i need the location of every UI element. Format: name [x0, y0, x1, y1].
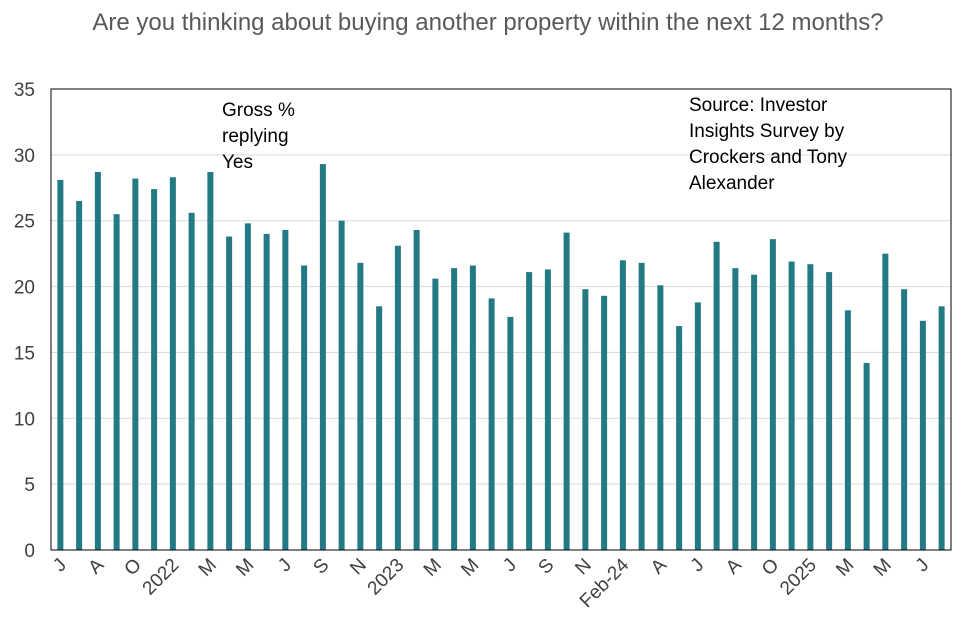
x-tick-label: 2023 — [364, 555, 409, 600]
annotation-source: Source: Investor Insights Survey by Croc… — [689, 95, 848, 194]
bar — [226, 236, 233, 550]
bar — [488, 298, 495, 550]
x-tick-label: O — [758, 555, 783, 580]
bar — [151, 189, 158, 551]
bar — [882, 253, 889, 550]
bar — [263, 233, 270, 550]
annotation-gross-yes: Gross % replying Yes — [222, 100, 295, 173]
bar — [413, 229, 420, 551]
bar — [319, 164, 326, 550]
bar — [826, 272, 833, 550]
x-tick-label: S — [535, 555, 559, 579]
bar — [301, 265, 308, 550]
bar — [769, 239, 776, 550]
bar — [807, 264, 814, 550]
bar — [57, 179, 64, 550]
bar — [244, 223, 251, 550]
bar — [844, 310, 851, 550]
bar — [282, 229, 289, 551]
bar — [863, 362, 870, 550]
x-tick-label: J — [912, 555, 934, 577]
y-axis: 0 5 10 15 20 25 30 35 — [14, 80, 35, 562]
y-tick-label: 25 — [14, 212, 35, 233]
bar — [901, 289, 908, 550]
bar — [657, 285, 664, 550]
x-tick-label: M — [870, 555, 896, 581]
x-tick-label: M — [832, 555, 858, 581]
y-tick-label: 30 — [14, 146, 35, 167]
x-tick-label: M — [232, 555, 258, 581]
bar — [938, 306, 945, 550]
bar — [619, 260, 626, 550]
x-tick-label: A — [85, 554, 109, 578]
y-tick-label: 15 — [14, 343, 35, 364]
x-tick-label: J — [274, 555, 296, 577]
x-tick-label: J — [687, 555, 709, 577]
bar — [676, 326, 683, 550]
bar — [544, 269, 551, 550]
x-tick-label: O — [121, 555, 146, 580]
bar — [113, 214, 120, 550]
bar — [432, 278, 439, 550]
x-tick-label: 2025 — [776, 555, 821, 600]
y-tick-label: 0 — [24, 541, 35, 562]
bar — [526, 272, 533, 550]
gridlines — [51, 154, 951, 485]
x-tick-label: N — [571, 555, 596, 580]
chart-title: Are you thinking about buying another pr… — [92, 9, 884, 36]
bar — [788, 261, 795, 550]
y-tick-label: 5 — [24, 475, 35, 496]
x-tick-label: S — [310, 555, 334, 579]
y-tick-label: 10 — [14, 409, 35, 430]
x-tick-label: 2022 — [139, 555, 184, 600]
plot-area-border — [50, 88, 952, 551]
bar — [713, 241, 720, 550]
bar — [94, 171, 101, 551]
x-tick-label: M — [420, 555, 446, 581]
bar — [451, 268, 458, 550]
bar — [732, 268, 739, 550]
bar — [751, 274, 758, 550]
bar — [582, 289, 589, 550]
y-tick-label: 35 — [14, 80, 35, 101]
x-tick-label: J — [49, 555, 71, 577]
bars — [57, 164, 945, 551]
bar — [188, 212, 195, 550]
bar — [132, 178, 139, 550]
bar — [601, 295, 608, 550]
bar — [338, 220, 345, 550]
x-tick-label: M — [457, 555, 483, 581]
bar — [376, 306, 383, 550]
x-tick-label: A — [722, 554, 746, 578]
x-tick-label: N — [346, 555, 371, 580]
x-tick-label: J — [499, 555, 521, 577]
bar — [507, 316, 514, 550]
bar — [207, 171, 214, 551]
bar — [469, 265, 476, 550]
x-tick-label: M — [195, 555, 221, 581]
bar — [394, 245, 401, 551]
y-tick-label: 20 — [14, 278, 35, 299]
bar — [563, 232, 570, 550]
bar — [76, 200, 83, 550]
bar — [694, 302, 701, 550]
bar — [638, 262, 645, 550]
bar — [919, 320, 926, 550]
bar — [169, 177, 176, 550]
bar — [357, 262, 364, 550]
x-tick-label: A — [647, 554, 671, 578]
